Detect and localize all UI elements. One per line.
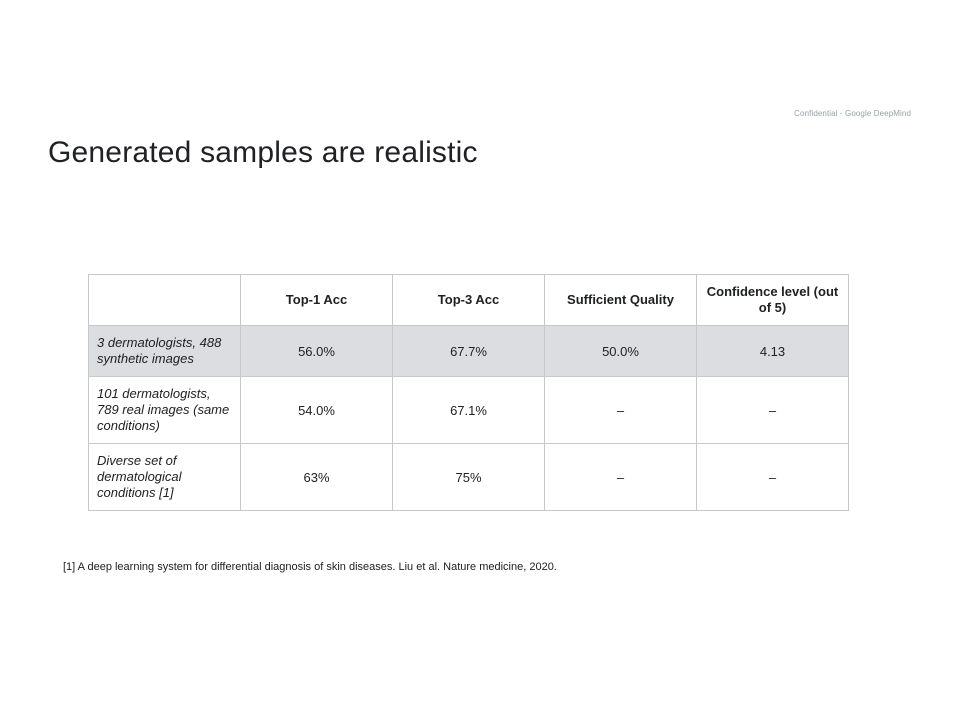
table-cell: 63% (240, 443, 393, 511)
table-header-row: Top-1 Acc Top-3 Acc Sufficient Quality C… (88, 274, 849, 326)
table-cell: 54.0% (240, 376, 393, 444)
table-cell: 4.13 (696, 325, 849, 377)
table-header-cell: Sufficient Quality (544, 274, 697, 326)
results-table: Top-1 Acc Top-3 Acc Sufficient Quality C… (88, 274, 849, 511)
table-header-cell: Confidence level (out of 5) (696, 274, 849, 326)
row-label: 3 dermatologists, 488 synthetic images (88, 325, 241, 377)
confidential-label: Confidential - Google DeepMind (794, 109, 911, 118)
table-cell: – (696, 376, 849, 444)
row-label: Diverse set of dermatological conditions… (88, 443, 241, 511)
table-row: 3 dermatologists, 488 synthetic images 5… (88, 325, 849, 377)
table-cell: 75% (392, 443, 545, 511)
table-cell: – (544, 443, 697, 511)
table-cell: 50.0% (544, 325, 697, 377)
footnote: [1] A deep learning system for different… (63, 561, 557, 573)
table-cell: – (544, 376, 697, 444)
table-cell: – (696, 443, 849, 511)
table-cell: 56.0% (240, 325, 393, 377)
slide-title: Generated samples are realistic (48, 136, 478, 169)
table-cell: 67.7% (392, 325, 545, 377)
table-header-cell: Top-3 Acc (392, 274, 545, 326)
table-row: Diverse set of dermatological conditions… (88, 443, 849, 511)
table-header-cell (88, 274, 241, 326)
table-row: 101 dermatologists, 789 real images (sam… (88, 376, 849, 444)
table-header-cell: Top-1 Acc (240, 274, 393, 326)
table-cell: 67.1% (392, 376, 545, 444)
row-label: 101 dermatologists, 789 real images (sam… (88, 376, 241, 444)
